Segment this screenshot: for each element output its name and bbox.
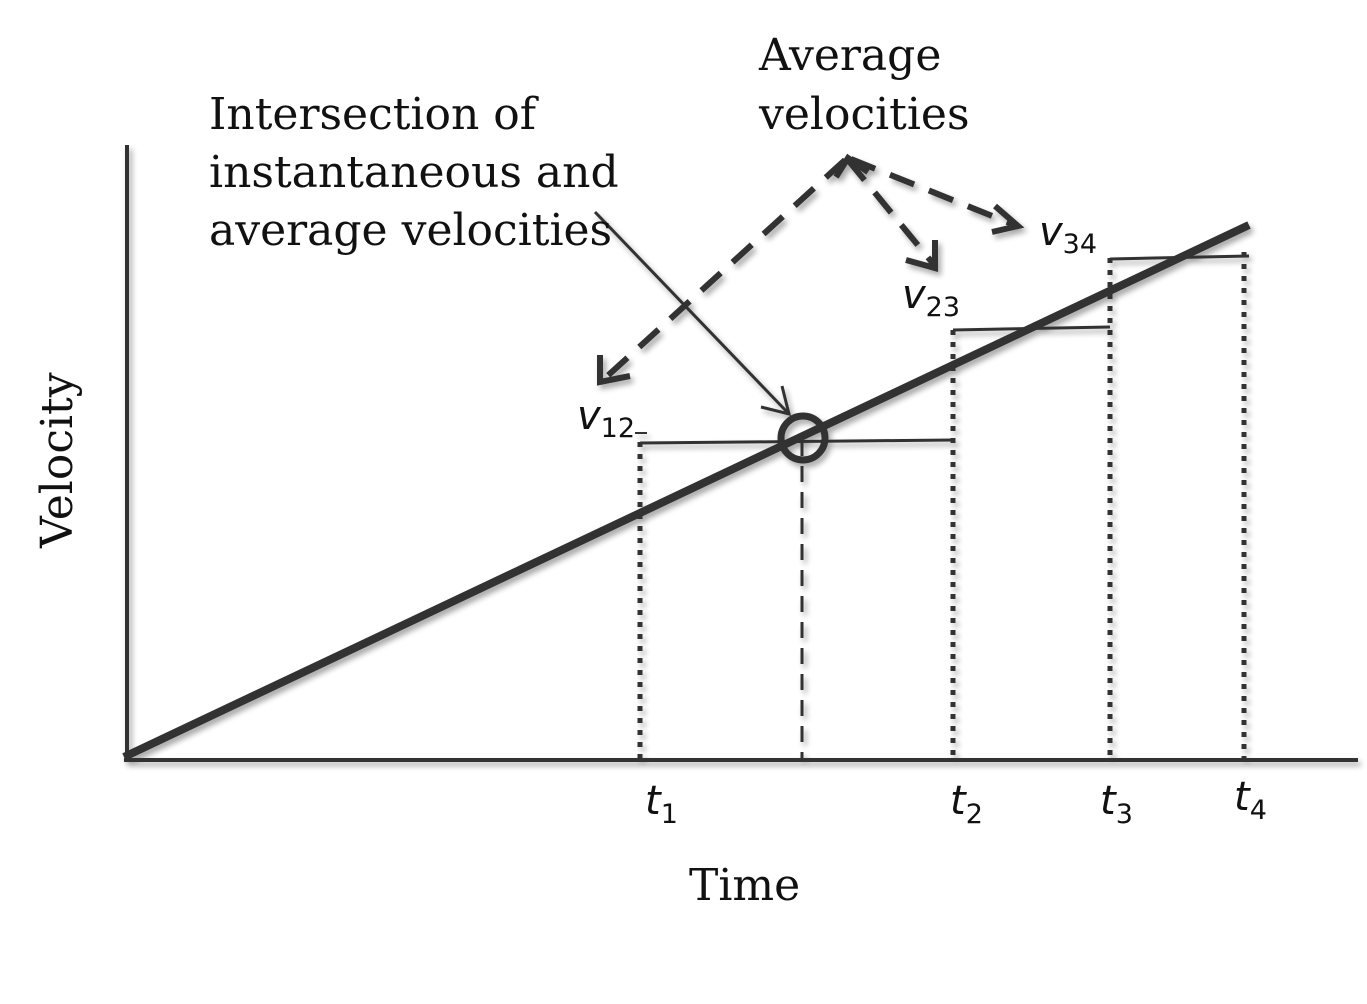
average-apex-chevron [833,153,870,179]
average-arrow-v34 [849,156,1019,229]
t1-label: t1 [645,778,678,830]
v23-label: v23 [902,272,960,323]
t3-label: t3 [1100,778,1133,830]
average-arrowhead-v23 [905,240,938,272]
intersection-label-line-3: average velocities [209,205,612,256]
v12-label: v12 [577,393,635,444]
v34-average-segment [1109,254,1250,261]
average-arrow-v23 [845,158,938,268]
y-axis-label: Velocity [32,372,83,549]
v23-average-segment [952,325,1111,332]
v34-label: v34 [1039,209,1097,260]
intersection-label-line-1: Intersection of [209,89,539,140]
intersection-pointer-line [593,210,791,416]
t2-label: t2 [950,778,983,830]
average-arrow-v12 [600,157,848,383]
instantaneous-velocity-line [122,221,1251,761]
v12-average-segment [639,438,956,445]
average-arrowhead-v34 [991,203,1025,235]
average-label-line-2: velocities [758,89,970,140]
t4-label: t4 [1234,774,1267,826]
intersection-label-line-2: instantaneous and [209,147,619,198]
average-arrowhead-v12 [597,355,631,386]
average-label-line-1: Average [758,30,941,81]
x-axis-label: Time [689,860,800,911]
intersection-pointer-arrowhead [760,385,792,417]
intersection-circle [777,412,829,464]
